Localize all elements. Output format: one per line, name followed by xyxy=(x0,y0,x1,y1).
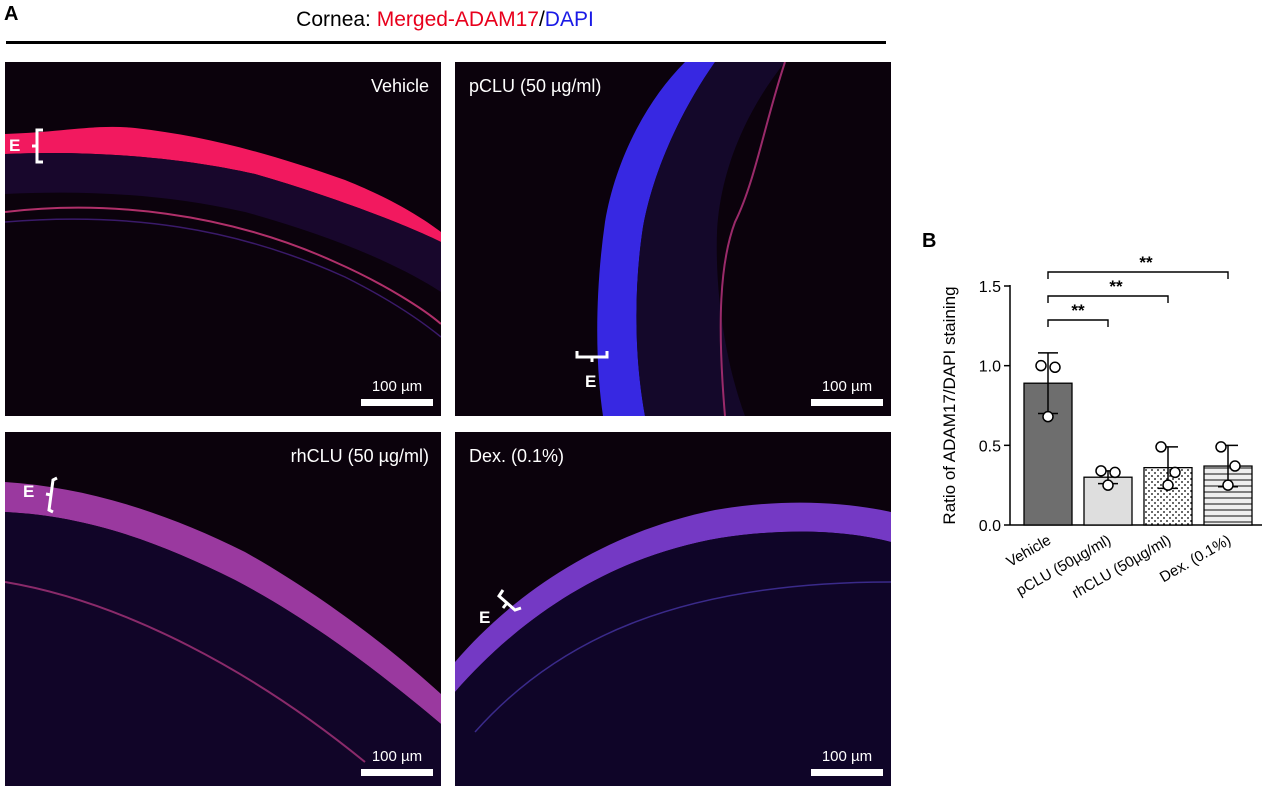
scale-bar-label: 100 µm xyxy=(371,378,423,395)
significance-bracket xyxy=(1047,271,1229,279)
y-tick-label: 1.5 xyxy=(979,279,1001,296)
scale-bar: 100 µm xyxy=(811,378,883,406)
x-tick-label: rhCLU (50µg/ml) xyxy=(1069,532,1174,602)
scale-bar: 100 µm xyxy=(361,378,433,406)
epithelium-label: E xyxy=(479,608,491,627)
condition-label: Dex. (0.1%) xyxy=(469,446,565,466)
epithelium-bracket-icon xyxy=(575,351,609,362)
y-tick-label: 1.0 xyxy=(979,359,1001,376)
scale-bar-line xyxy=(811,399,883,406)
significance-label: ** xyxy=(1071,301,1085,320)
scale-bar-label: 100 µm xyxy=(821,378,873,395)
data-point xyxy=(1095,465,1107,477)
scale-bar-line xyxy=(811,769,883,776)
scale-bar-line xyxy=(361,769,433,776)
condition-label: Vehicle xyxy=(370,76,429,96)
data-point xyxy=(1215,441,1227,453)
scale-bar-label: 100 µm xyxy=(371,748,423,765)
epithelium-label: E xyxy=(23,482,35,501)
panel-b-letter: B xyxy=(922,230,937,252)
tissue-vehicle xyxy=(5,126,441,338)
significance-bracket xyxy=(1047,319,1109,327)
scale-bar-line xyxy=(361,399,433,406)
y-axis-label: Ratio of ADAM17/DAPI staining xyxy=(940,286,959,524)
title-separator: / xyxy=(538,8,545,31)
epithelium-bracket-icon xyxy=(45,476,58,514)
data-point xyxy=(1109,466,1121,479)
data-point xyxy=(1162,479,1174,491)
significance-label: ** xyxy=(1139,253,1153,272)
scale-bar-label: 100 µm xyxy=(821,748,873,765)
scale-bar: 100 µm xyxy=(361,748,433,776)
tissue-pclu xyxy=(597,62,786,416)
micrograph-vehicle: Vehicle E 100 µm xyxy=(5,62,441,416)
condition-label: pCLU (50 µg/ml) xyxy=(469,76,602,96)
bar-chart: 0.0 0.5 1.0 1.5 Ratio of ADAM17/DAPI stainin… xyxy=(940,253,1262,602)
micrograph-pclu: pCLU (50 µg/ml) E 100 µm xyxy=(455,62,891,416)
epithelium-label: E xyxy=(9,136,21,155)
y-tick-label: 0.0 xyxy=(979,518,1001,535)
tissue-rhclu xyxy=(5,482,441,786)
data-point xyxy=(1222,479,1234,491)
data-point xyxy=(1042,410,1054,423)
data-point xyxy=(1229,460,1241,472)
micrograph-dex: Dex. (0.1%) E 100 µm xyxy=(455,432,891,786)
title-red: Merged-ADAM17 xyxy=(376,8,539,31)
y-tick-label: 0.5 xyxy=(979,438,1001,455)
data-point xyxy=(1049,361,1061,374)
significance-label: ** xyxy=(1109,277,1123,296)
title-blue: DAPI xyxy=(544,8,594,31)
data-point xyxy=(1155,441,1167,453)
epithelium-bracket-icon xyxy=(32,128,43,164)
title-rule xyxy=(6,41,886,44)
title-prefix: Cornea: xyxy=(296,8,377,31)
condition-label: rhCLU (50 µg/ml) xyxy=(290,446,429,466)
epithelium-label: E xyxy=(585,372,597,391)
data-point xyxy=(1102,479,1114,491)
data-point xyxy=(1035,359,1047,372)
tissue-dex xyxy=(455,502,891,786)
figure-title: Cornea: Merged-ADAM17/DAPI xyxy=(0,8,890,32)
significance-bracket xyxy=(1047,295,1169,303)
panel-a-letter: A xyxy=(4,3,19,25)
epithelium-bracket-icon xyxy=(497,589,522,612)
micrograph-rhclu: rhCLU (50 µg/ml) E 100 µm xyxy=(5,432,441,786)
scale-bar: 100 µm xyxy=(811,748,883,776)
bar xyxy=(1023,382,1073,526)
data-point xyxy=(1169,466,1181,479)
